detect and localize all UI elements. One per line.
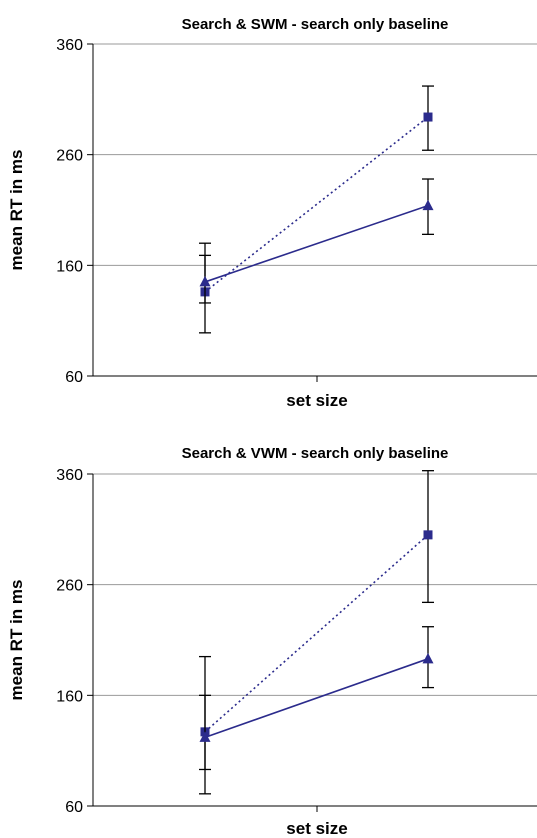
x-axis-label: set size <box>286 391 347 410</box>
data-point-square <box>423 530 433 540</box>
y-tick-label: 360 <box>56 37 83 54</box>
chart-title: Search & SWM - search only baseline <box>182 16 449 33</box>
series-dotted <box>199 470 434 771</box>
series-line <box>204 204 429 283</box>
y-tick-label: 160 <box>56 688 83 705</box>
chart-panel-1: 60 160 260 360 Search & SWM - search only ba… <box>7 16 537 410</box>
data-point-triangle <box>422 199 434 211</box>
y-tick-label: 360 <box>56 467 83 484</box>
series-line <box>204 116 429 293</box>
series-dotted <box>199 85 434 334</box>
y-tick-label: 260 <box>56 578 83 595</box>
data-point-triangle <box>199 275 211 287</box>
data-point-triangle <box>199 731 211 742</box>
series-line <box>204 658 429 739</box>
data-point-triangle <box>422 652 434 664</box>
y-tick-label: 160 <box>56 258 83 275</box>
y-axis-label: mean RT in ms <box>7 580 26 701</box>
y-tick-label: 60 <box>65 799 83 816</box>
y-axis-label: mean RT in ms <box>7 150 26 271</box>
data-point-square <box>423 112 433 122</box>
y-tick-label: 260 <box>56 148 83 165</box>
series-solid <box>199 626 434 795</box>
series-line <box>204 534 429 733</box>
chart-title: Search & VWM - search only baseline <box>182 445 449 462</box>
series-solid <box>199 178 434 304</box>
x-axis-label: set size <box>286 819 347 838</box>
y-tick-label: 60 <box>65 369 83 386</box>
chart-panel-2: 60 160 260 360 Search & VWM - search only ba… <box>7 445 537 838</box>
